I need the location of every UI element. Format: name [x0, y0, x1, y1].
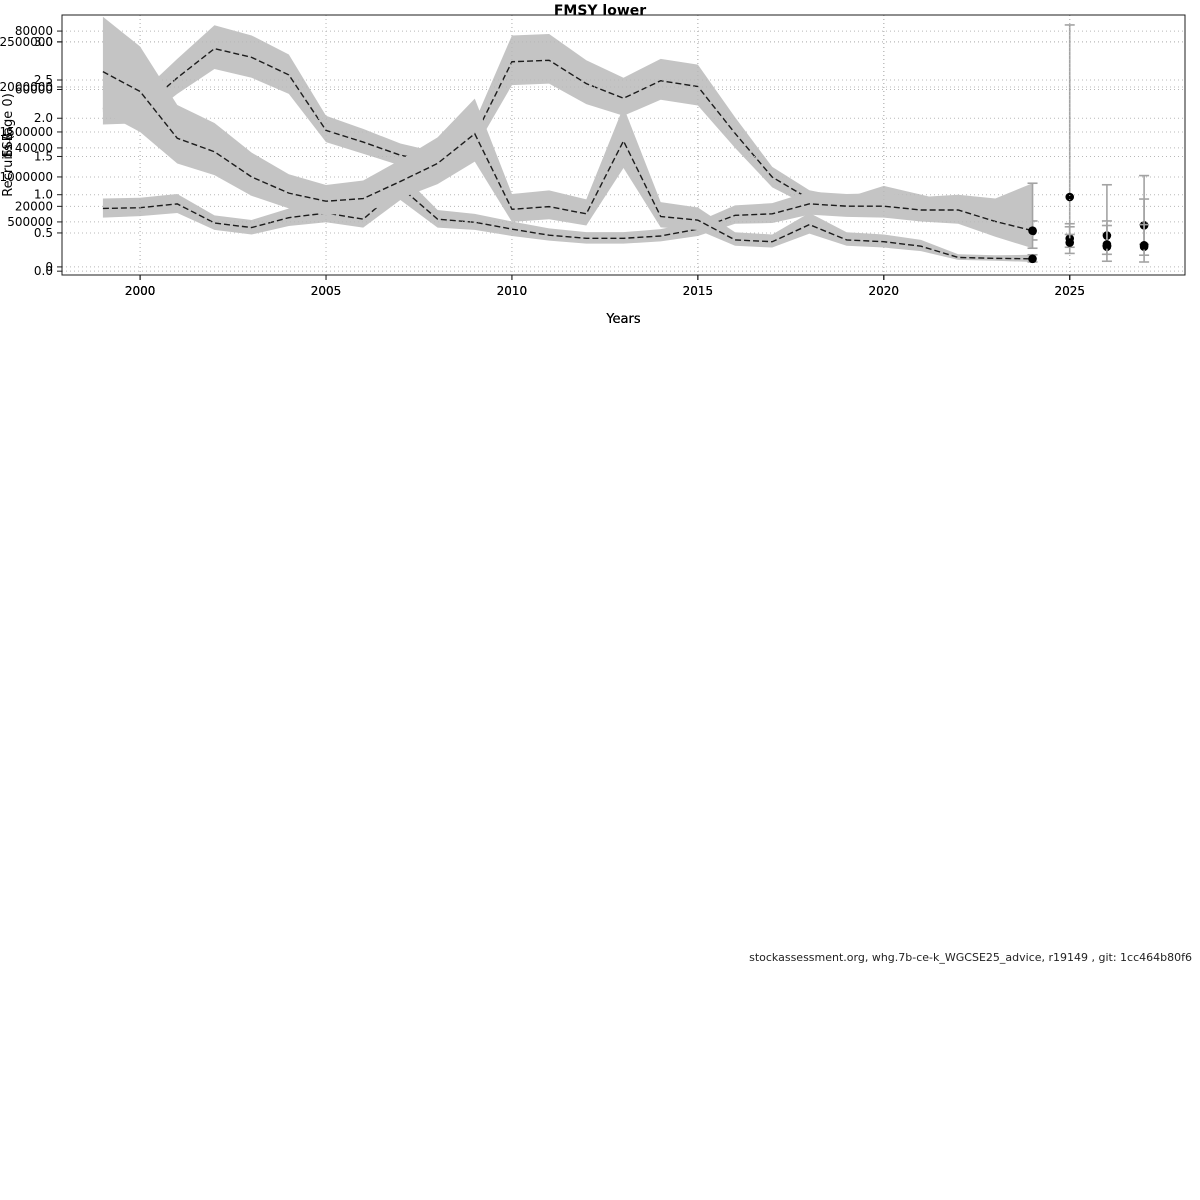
y-tick-label: 20000 — [15, 199, 53, 213]
y-tick-label: 2.5 — [34, 73, 53, 87]
y-tick-label: 1500000 — [0, 125, 53, 139]
x-tick-label: 2000 — [125, 284, 156, 298]
y-tick-label: 1.0 — [34, 188, 53, 202]
plot-border — [61, 14, 1186, 276]
y-tick-label: 500000 — [7, 215, 53, 229]
estimate-line — [102, 186, 1033, 239]
x-tick-label: 2015 — [683, 284, 714, 298]
x-tick-label: 2010 — [497, 284, 528, 298]
y-tick-label: 60000 — [15, 82, 53, 96]
x-tick-label: 2025 — [1054, 284, 1085, 298]
x-tick-label: 2000 — [125, 284, 156, 298]
x-tick-label: 2025 — [1054, 284, 1085, 298]
y-axis-label: Recruits (age 0) — [1, 93, 16, 197]
confidence-band — [102, 172, 1033, 249]
x-tick-label: 2020 — [869, 284, 900, 298]
x-tick-label: 2005 — [311, 284, 342, 298]
forecast-point — [1065, 192, 1075, 202]
axes: 2000 2005 2010 2015 2020 2025 0 500000 1000000 15… — [0, 35, 1085, 327]
x-tick-label: 2005 — [311, 284, 342, 298]
y-tick-label: 0.0 — [34, 264, 53, 278]
confidence-band — [102, 25, 1033, 240]
x-tick-label: 2010 — [497, 284, 528, 298]
x-axis-label: Years — [605, 312, 641, 327]
x-axis-label: Years — [605, 312, 641, 327]
x-tick-label: 2010 — [497, 284, 528, 298]
x-tick-label: 2020 — [869, 284, 900, 298]
x-axis-label: Years — [605, 312, 641, 327]
axes: 2000 2005 2010 2015 2020 2025 20000 40000 60000 8… — [1, 24, 1085, 327]
axes: 2000 2005 2010 2015 2020 20250.00.51.01.52.02… — [1, 35, 1085, 327]
y-tick-label: 3.0 — [34, 35, 53, 49]
forecast-point — [1139, 241, 1149, 250]
forecast-point — [1102, 240, 1112, 249]
y-tick-label: 2000000 — [0, 80, 53, 94]
estimate-line — [102, 71, 1033, 260]
x-tick-label: 2015 — [683, 284, 714, 298]
y-tick-label: 80000 — [15, 24, 53, 38]
y-axis-label: F₂₋₅ — [1, 133, 16, 158]
watermark-text: stockassessment.org, whg.7b-ce-k_WGCSE25… — [749, 951, 1192, 964]
y-axis-label: SSB — [1, 132, 16, 157]
recruitment-chart: 2000 2005 2010 2015 2020 2025 0 500000 1000000 15… — [0, 14, 1186, 327]
forecast-point — [1028, 226, 1037, 235]
y-tick-label: 1000000 — [0, 170, 53, 184]
y-tick-label: 1.5 — [34, 149, 53, 163]
x-tick-label: 2025 — [1054, 284, 1085, 298]
x-tick-label: 2015 — [683, 284, 714, 298]
forecast-point — [1028, 254, 1037, 264]
y-tick-label: 40000 — [15, 141, 53, 155]
y-tick-label: 0.5 — [34, 226, 53, 240]
x-tick-label: 2000 — [125, 284, 156, 298]
y-tick-label: 0 — [45, 260, 53, 274]
x-tick-label: 2005 — [311, 284, 342, 298]
x-tick-label: 2020 — [869, 284, 900, 298]
forecast-points — [1027, 222, 1150, 264]
y-tick-label: 2.0 — [34, 111, 53, 125]
confidence-band — [102, 16, 1033, 262]
forecast-point — [1065, 238, 1075, 247]
y-tick-label: 2500000 — [0, 35, 53, 49]
